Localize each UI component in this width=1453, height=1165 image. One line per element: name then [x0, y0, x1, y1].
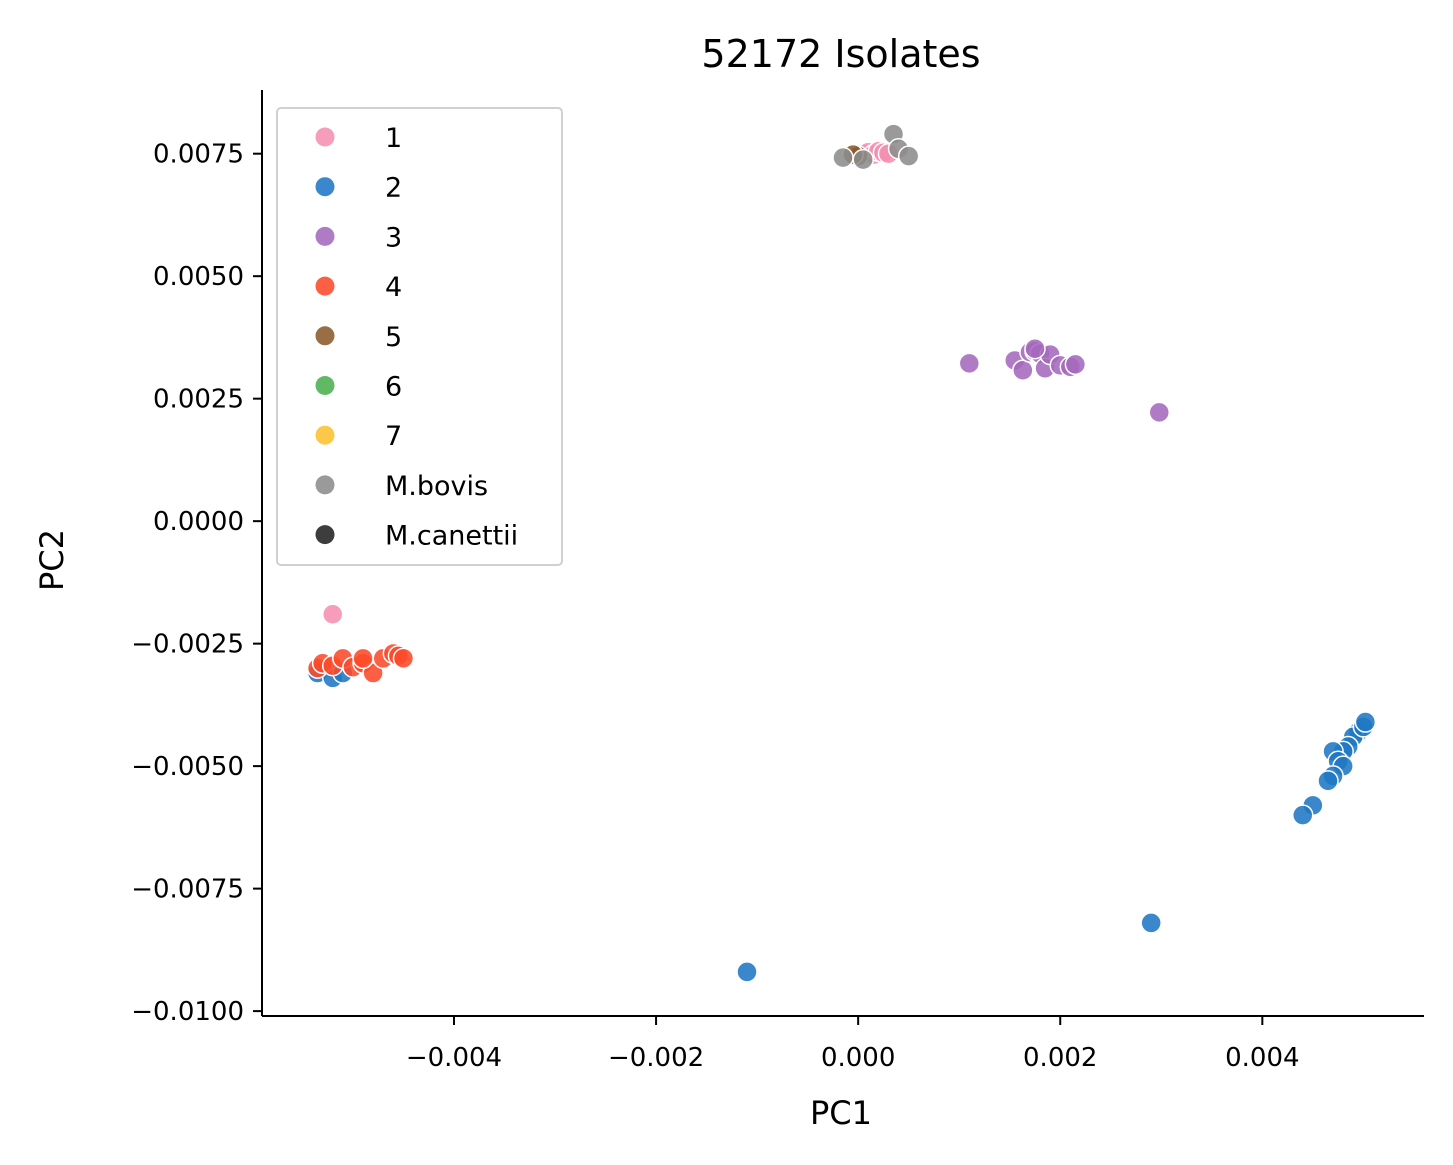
data-point-series-2: [1064, 353, 1087, 376]
y-tick-label: −0.0100: [131, 997, 244, 1027]
data-point-series-1: [1291, 804, 1314, 826]
y-tick-label: −0.0050: [131, 752, 244, 782]
y-ticks: 0.0075 0.0050 0.0025 0.0000 −0.0025 −0.0050 −0…: [131, 140, 262, 1027]
legend-label: M.canettii: [385, 521, 518, 552]
axes-layer: [261, 90, 1424, 1017]
legend-label: 1: [385, 123, 402, 154]
x-tick-label: 0.002: [1023, 1043, 1097, 1073]
data-point-series-3: [362, 662, 384, 684]
legend-box: [276, 107, 563, 566]
legend-label: 5: [385, 322, 402, 353]
data-point-series-1: [1140, 912, 1162, 934]
data-point-series-2: [1012, 359, 1034, 381]
data-point-series-1: [1317, 770, 1339, 792]
legend-marker: [315, 127, 335, 147]
data-point-series-0: [321, 603, 344, 625]
data-point-series-3: [352, 647, 374, 670]
data-point-series-7: [897, 145, 920, 167]
x-tick-label: −0.002: [608, 1043, 704, 1073]
legend-marker: [315, 177, 335, 197]
legend-marker: [315, 376, 335, 395]
data-point-series-1: [1354, 711, 1377, 733]
x-tick-label: 0.000: [821, 1043, 895, 1073]
chart-title: 52172 Isolates: [701, 32, 980, 76]
legend-label: 3: [385, 222, 402, 253]
data-point-series-7: [832, 146, 854, 169]
y-tick-label: 0.0075: [153, 140, 244, 170]
x-tick-label: −0.004: [406, 1043, 502, 1073]
data-point-series-3: [392, 647, 415, 670]
legend-marker: [315, 326, 335, 346]
y-tick-label: 0.0050: [153, 262, 244, 292]
y-tick-label: 0.0000: [153, 507, 244, 537]
legend-marker: [315, 226, 335, 246]
y-tick-label: −0.0075: [131, 875, 244, 905]
legend-label: 7: [385, 421, 402, 452]
data-point-series-2: [958, 352, 981, 375]
data-point-series-2: [1148, 401, 1171, 424]
legend-marker: [315, 276, 335, 296]
y-tick-label: −0.0025: [131, 630, 244, 660]
legend-label: 2: [385, 173, 402, 204]
legend-label: M.bovis: [385, 471, 488, 502]
points-layer: [306, 123, 1377, 983]
legend-label: 6: [385, 372, 402, 403]
legend-label: 4: [385, 272, 402, 303]
x-tick-label: 0.004: [1225, 1043, 1299, 1073]
data-point-series-2: [1024, 337, 1046, 360]
x-axis-title: PC1: [810, 1094, 872, 1132]
y-axis-title: PC2: [33, 529, 71, 591]
data-point-series-1: [736, 961, 758, 983]
legend-marker: [315, 525, 335, 545]
x-ticks: −0.004 −0.002 0.000 0.002 0.004: [406, 1016, 1300, 1073]
legend-marker: [315, 425, 335, 445]
y-tick-label: 0.0025: [153, 385, 244, 415]
data-point-series-7: [852, 148, 874, 171]
legend-marker: [315, 475, 335, 495]
legend: 1 2 3 4 5 6 7 M.bovis M.canettii: [276, 107, 563, 566]
